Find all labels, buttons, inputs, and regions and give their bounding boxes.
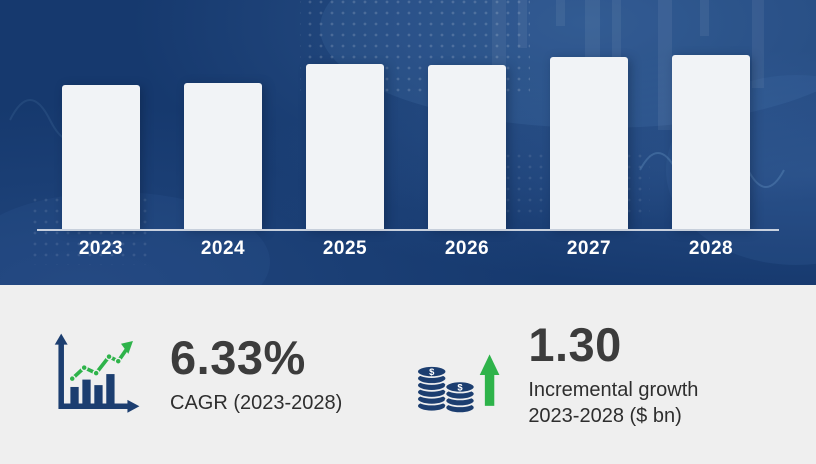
bar-2023 <box>62 84 140 229</box>
bar-2024 <box>184 82 262 229</box>
dollar-sign-icon: $ <box>458 381 464 392</box>
incremental-growth-text-block: 1.30 Incremental growth 2023-2028 ($ bn) <box>528 318 698 429</box>
incremental-growth-value: 1.30 <box>528 318 622 372</box>
bar-label-2023: 2023 <box>78 238 124 259</box>
bar-2025 <box>306 63 384 229</box>
bar-chart <box>62 55 750 229</box>
cagr-value: 6.33% <box>170 331 306 385</box>
bar-label-2027: 2027 <box>566 238 612 259</box>
trend-arrowhead-icon <box>121 340 133 354</box>
incremental-growth-label: Incremental growth 2023-2028 ($ bn) <box>528 377 698 429</box>
x-axis-arrow-icon <box>127 399 140 413</box>
dollar-sign-icon: $ <box>429 366 435 377</box>
trend-dots-icon <box>68 352 122 382</box>
right-coin-stack-icon <box>444 380 476 414</box>
bar-label-2025: 2025 <box>322 238 368 259</box>
bar-label-2026: 2026 <box>444 238 490 259</box>
bar-2027 <box>550 56 628 229</box>
chart-baseline <box>37 229 779 231</box>
cagr-stat: 6.33% CAGR (2023-2028) <box>52 330 342 420</box>
bar-label-2024: 2024 <box>200 238 246 259</box>
bar-2028 <box>672 55 750 229</box>
bar-2026 <box>428 65 506 229</box>
growth-chart-icon <box>54 333 140 413</box>
bar-labels: 2023 2024 2025 2026 2027 2028 <box>62 238 750 260</box>
incremental-growth-label-line1: Incremental growth <box>528 378 699 401</box>
coin-stacks-icon: $ $ <box>416 353 500 414</box>
green-up-arrow-icon <box>480 353 500 406</box>
icon-bars <box>70 373 115 404</box>
cagr-label: CAGR (2023-2028) <box>170 391 343 414</box>
stats-section: 6.33% CAGR (2023-2028) $ <box>0 285 816 464</box>
bar-label-2028: 2028 <box>688 238 734 259</box>
cagr-text-block: 6.33% CAGR (2023-2028) <box>170 331 343 416</box>
left-coin-stack-icon <box>416 364 448 412</box>
incremental-growth-label-line2: 2023-2028 ($ bn) <box>528 404 682 427</box>
y-axis-arrow-icon <box>54 333 68 345</box>
market-chart-section: 2023 2024 2025 2026 2027 2028 <box>0 0 816 285</box>
incremental-growth-stat: $ $ 1.30 Incremental growth 2023-2028 ( <box>406 318 698 429</box>
